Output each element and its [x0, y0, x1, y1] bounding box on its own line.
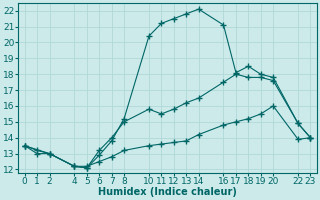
X-axis label: Humidex (Indice chaleur): Humidex (Indice chaleur)	[98, 187, 237, 197]
